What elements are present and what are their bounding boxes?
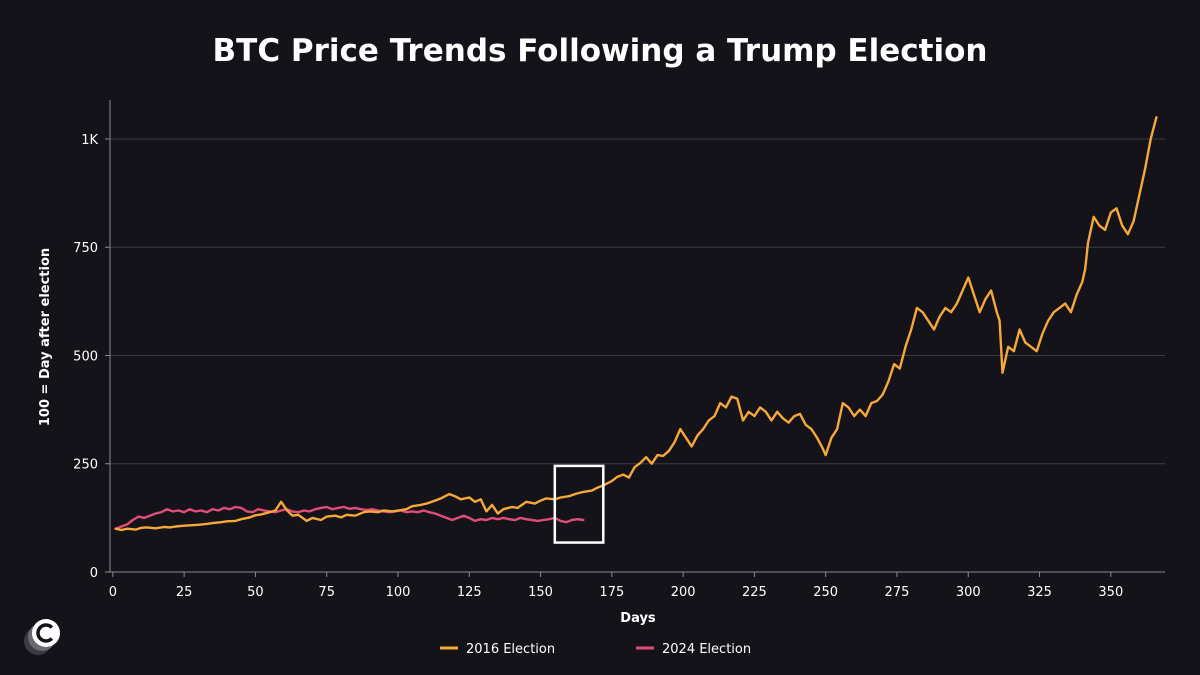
x-tick-labels: 0 25 50 75 100 125 150 175 200 225 250 275 300 325 350 (109, 572, 1123, 600)
series-line-2016 (114, 116, 1158, 532)
y-tick-label: 250 (73, 458, 98, 473)
y-tick-label: 750 (73, 241, 98, 256)
series-lines (114, 116, 1158, 532)
x-tick-label: 125 (457, 585, 482, 600)
legend-label-2024: 2024 Election (662, 642, 751, 657)
x-tick-label: 350 (1098, 585, 1123, 600)
x-tick-label: 325 (1027, 585, 1052, 600)
axes (109, 100, 1165, 573)
x-axis-label: Days (620, 611, 656, 626)
x-tick-label: 75 (318, 585, 335, 600)
c-logo-icon (24, 619, 60, 655)
y-tick-label: 1K (81, 133, 98, 148)
x-tick-label: 275 (885, 585, 910, 600)
gridlines (110, 138, 1165, 465)
x-tick-label: 225 (742, 585, 767, 600)
x-tick-label: 25 (176, 585, 193, 600)
chart-title: BTC Price Trends Following a Trump Elect… (213, 33, 988, 69)
legend: 2016 Election 2024 Election (440, 642, 751, 657)
x-tick-label: 300 (956, 585, 981, 600)
x-tick-label: 250 (813, 585, 838, 600)
y-tick-labels: 0 250 500 750 1K (73, 133, 110, 581)
legend-item-2016: 2016 Election (440, 642, 555, 657)
x-tick-label: 50 (247, 585, 264, 600)
legend-label-2016: 2016 Election (466, 642, 555, 657)
x-tick-label: 150 (528, 585, 553, 600)
x-tick-label: 175 (599, 585, 624, 600)
x-tick-label: 0 (109, 585, 117, 600)
y-tick-label: 0 (90, 566, 98, 581)
y-axis-label: 100 = Day after election (38, 248, 53, 426)
x-tick-label: 100 (386, 585, 411, 600)
highlight-box (553, 464, 605, 544)
series-line-2024 (114, 505, 585, 530)
y-tick-label: 500 (73, 349, 98, 364)
legend-item-2024: 2024 Election (636, 642, 751, 657)
x-tick-label: 200 (671, 585, 696, 600)
